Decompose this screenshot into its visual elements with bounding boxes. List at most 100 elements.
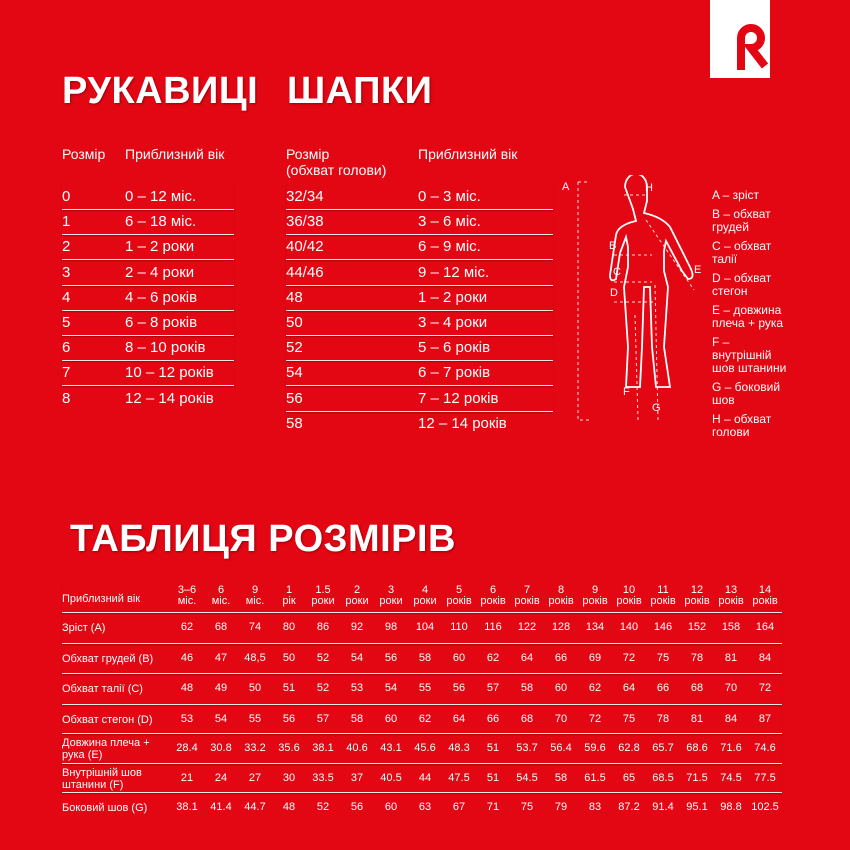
- gloves-row: 4 4 – 6 років: [62, 285, 234, 311]
- value-cell: 140: [619, 621, 639, 633]
- column-header: 1.5 роки: [303, 585, 343, 607]
- hats-size-cell: 48: [286, 288, 303, 306]
- column-number: 8: [557, 584, 565, 596]
- value-cell: 91.4: [652, 801, 674, 813]
- value-cell: 27: [248, 772, 262, 784]
- value-cell: 46: [180, 652, 194, 664]
- marker-b: B: [609, 240, 616, 252]
- row-label: Довжина плеча + рука (E): [62, 737, 150, 761]
- gloves-age-cell: 12 – 14 років: [125, 389, 214, 407]
- value-cell: 33.5: [312, 772, 334, 784]
- gloves-size-cell: 1: [62, 213, 71, 231]
- marker-e: E: [694, 264, 701, 276]
- hats-age-cell: 9 – 12 міс.: [418, 263, 490, 281]
- value-cell: 30: [282, 772, 296, 784]
- column-unit: рік: [282, 595, 296, 607]
- column-unit: міс.: [245, 595, 265, 607]
- value-cell: 21: [180, 772, 194, 784]
- value-cell: 37: [350, 772, 364, 784]
- value-cell: 146: [653, 621, 673, 633]
- value-cell: 102.5: [751, 801, 779, 813]
- gloves-age-cell: 2 – 4 роки: [125, 263, 195, 281]
- value-cell: 79: [554, 801, 568, 813]
- value-cell: 62.8: [618, 742, 640, 754]
- value-cell: 62: [180, 621, 194, 633]
- size-table-row: Внутрішній шов штанини (F) 21 24 27 30 33.5 37…: [62, 763, 782, 793]
- value-cell: 81: [724, 652, 738, 664]
- value-cell: 70: [724, 682, 738, 694]
- size-table-header-row: Приблизний вік 3–6 міс. 6 міс. 9 міс. 1 рік 1.5 ро…: [62, 585, 782, 613]
- value-cell: 74.6: [754, 742, 776, 754]
- column-header: 3 роки: [371, 585, 411, 607]
- value-cell: 59.6: [584, 742, 606, 754]
- value-cell: 72: [622, 652, 636, 664]
- value-cell: 49: [214, 682, 228, 694]
- column-header: 7 років: [507, 585, 547, 607]
- value-cell: 45.6: [414, 742, 436, 754]
- value-cell: 54: [384, 682, 398, 694]
- value-cell: 57: [316, 713, 330, 725]
- row-label: Боковий шов (G): [62, 802, 148, 814]
- value-cell: 68: [214, 621, 228, 633]
- value-cell: 75: [622, 713, 636, 725]
- value-cell: 68.5: [652, 772, 674, 784]
- column-number: 3–6: [177, 584, 197, 596]
- value-cell: 128: [551, 621, 571, 633]
- value-cell: 52: [316, 801, 330, 813]
- value-cell: 116: [484, 621, 502, 633]
- hats-row: 54 6 – 7 років: [286, 360, 553, 387]
- value-cell: 61.5: [584, 772, 606, 784]
- gloves-size-cell: 0: [62, 188, 71, 205]
- value-cell: 92: [350, 621, 364, 633]
- column-number: 2: [353, 584, 361, 596]
- hats-row: 36/38 3 – 6 міс.: [286, 209, 553, 236]
- hats-size-cell: 52: [286, 339, 303, 357]
- value-cell: 28.4: [176, 742, 198, 754]
- row-label: Обхват талії (C): [62, 683, 143, 695]
- value-cell: 63: [418, 801, 432, 813]
- value-cell: 67: [452, 801, 466, 813]
- value-cell: 65: [622, 772, 636, 784]
- value-cell: 56.4: [550, 742, 572, 754]
- gloves-size-cell: 4: [62, 288, 71, 306]
- hats-size-cell: 50: [286, 314, 303, 331]
- gloves-size-cell: 5: [62, 314, 71, 331]
- row-label: Обхват стегон (D): [62, 714, 153, 726]
- value-cell: 78: [656, 713, 670, 725]
- column-number: 5: [455, 584, 463, 596]
- column-header: 2 роки: [337, 585, 377, 607]
- value-cell: 52: [316, 682, 330, 694]
- row-label: Обхват грудей (B): [62, 653, 154, 665]
- value-cell: 98: [384, 621, 398, 633]
- hats-row: 52 5 – 6 років: [286, 335, 553, 362]
- hats-row: 44/46 9 – 12 міс.: [286, 260, 553, 286]
- column-unit: років: [650, 595, 676, 607]
- size-table-row: Боковий шов (G) 38.1 41.4 44.7 48 52 56 60 63 67 7…: [62, 792, 782, 818]
- gloves-age-cell: 10 – 12 років: [125, 364, 214, 382]
- gloves-row: 2 1 – 2 роки: [62, 234, 234, 261]
- column-number: 12: [690, 584, 704, 596]
- value-cell: 56: [350, 801, 364, 813]
- value-cell: 83: [588, 801, 602, 813]
- value-cell: 54.5: [516, 772, 538, 784]
- marker-d: D: [610, 287, 618, 299]
- column-number: 6: [217, 584, 225, 596]
- value-cell: 48,5: [244, 652, 266, 664]
- size-table-title: ТАБЛИЦЯ РОЗМІРІВ: [70, 518, 456, 560]
- gloves-age-cell: 1 – 2 роки: [125, 238, 195, 256]
- size-table-row: Довжина плеча + рука (E) 28.4 30.8 33.2 35.6…: [62, 733, 782, 764]
- value-cell: 87.2: [618, 801, 640, 813]
- value-cell: 98.8: [720, 801, 742, 813]
- measurement-legend: A – зріст B – обхват грудей C – обхват тал…: [712, 189, 792, 445]
- column-number: 10: [622, 584, 636, 596]
- value-cell: 60: [384, 713, 398, 725]
- value-cell: 35.6: [278, 742, 300, 754]
- hats-header-size: Розмір (обхват голови): [286, 146, 387, 178]
- value-cell: 62: [486, 652, 500, 664]
- value-cell: 84: [758, 652, 772, 664]
- value-cell: 72: [758, 682, 772, 694]
- value-cell: 53: [180, 713, 194, 725]
- value-cell: 55: [418, 682, 432, 694]
- gloves-row: 0 0 – 12 міс.: [62, 184, 234, 210]
- value-cell: 71: [486, 801, 500, 813]
